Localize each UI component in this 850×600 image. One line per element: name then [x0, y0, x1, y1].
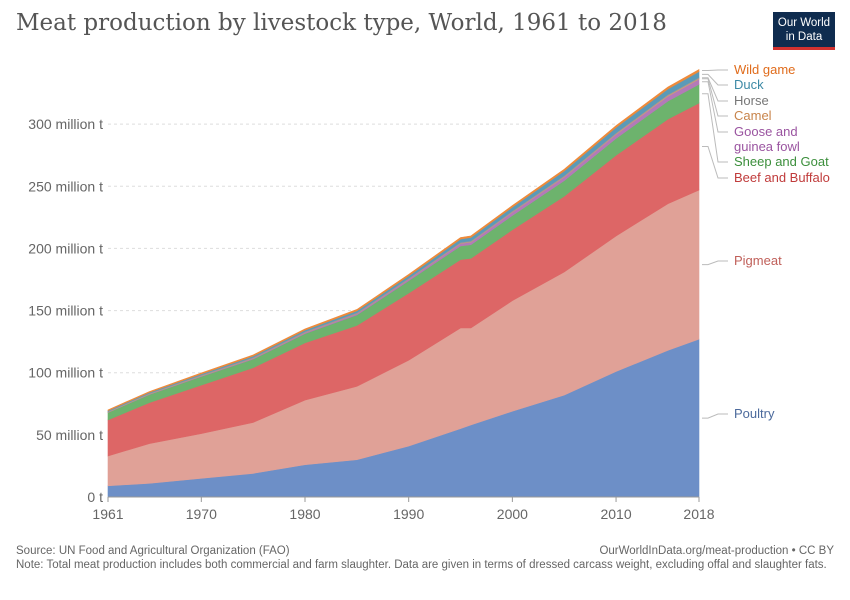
- legend-connector: [702, 81, 728, 133]
- legend-label: Beef and Buffalo: [734, 170, 830, 185]
- legend-label: Duck: [734, 77, 764, 92]
- x-tick-label: 1980: [289, 506, 320, 522]
- legend-connector: [702, 260, 728, 266]
- y-tick-label: 150 million t: [28, 303, 103, 319]
- legend-connector: [702, 73, 728, 86]
- legend-item-camel: Camel: [702, 78, 772, 123]
- legend-item-poultry: Poultry: [702, 406, 775, 421]
- footnote: Note: Total meat production includes bot…: [16, 559, 827, 571]
- y-tick-label: 300 million t: [28, 116, 103, 132]
- legend-label: guinea fowl: [734, 139, 800, 154]
- legend-connector: [702, 78, 728, 117]
- legend-item-duck: Duck: [702, 73, 764, 92]
- y-tick-label: 250 million t: [28, 178, 103, 194]
- x-tick-label: 1961: [92, 506, 123, 522]
- legend-item-pigmeat: Pigmeat: [702, 253, 782, 268]
- x-tick-label: 1970: [186, 506, 217, 522]
- legend-connector: [702, 146, 728, 179]
- legend-label: Goose and: [734, 124, 798, 139]
- legend-label: Wild game: [734, 62, 795, 77]
- logo-line-1: Our World: [777, 17, 831, 29]
- axes: 0 t 50 million t 100 million t 150 million …: [28, 116, 714, 522]
- legend-label: Poultry: [734, 406, 775, 421]
- chart-title: Meat production by livestock type, World…: [16, 10, 667, 36]
- x-tick-label: 1990: [393, 506, 424, 522]
- x-tick-label: 2018: [683, 506, 714, 522]
- x-tick-label: 2010: [600, 506, 631, 522]
- area-layers: [107, 68, 700, 498]
- y-tick-label: 200 million t: [28, 240, 103, 256]
- x-tick-label: 2000: [497, 506, 528, 522]
- stacked-area-chart: 0 t 50 million t 100 million t 150 million …: [28, 62, 830, 522]
- legend-item-beef-and-buffalo: Beef and Buffalo: [702, 146, 830, 185]
- y-tick-label: 100 million t: [28, 365, 103, 381]
- legend-connector: [702, 93, 728, 163]
- logo-line-2: in Data: [785, 31, 823, 43]
- area-wild-game: [107, 68, 700, 412]
- legend-item-sheep-and-goat: Sheep and Goat: [702, 93, 829, 169]
- y-tick-label: 50 million t: [36, 427, 103, 443]
- legend-label: Pigmeat: [734, 253, 782, 268]
- legend-label: Sheep and Goat: [734, 154, 829, 169]
- legend-connector: [702, 69, 728, 71]
- y-tick-label: 0 t: [87, 489, 103, 505]
- source-note: Source: UN Food and Agricultural Organiz…: [16, 545, 290, 557]
- legend-connector: [702, 413, 728, 419]
- legend-item-wild-game: Wild game: [702, 62, 795, 77]
- owid-logo[interactable]: Our World in Data: [773, 12, 835, 50]
- legend-item-horse: Horse: [702, 77, 769, 108]
- legend-label: Camel: [734, 108, 772, 123]
- legend-connector: [702, 77, 728, 102]
- legend-label: Horse: [734, 93, 769, 108]
- source-url-link[interactable]: OurWorldInData.org/meat-production • CC …: [599, 545, 834, 557]
